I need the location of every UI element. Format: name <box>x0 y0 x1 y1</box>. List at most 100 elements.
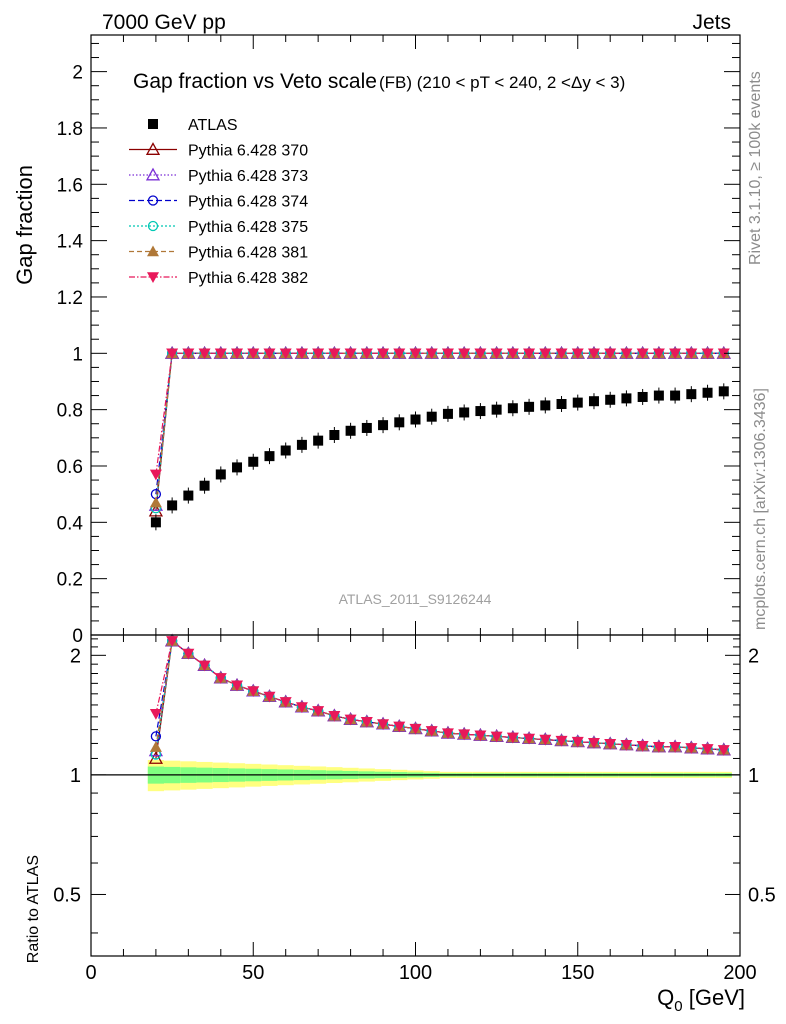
mc-point-main <box>312 348 325 360</box>
data-point <box>459 407 470 418</box>
mc-point-ratio <box>312 706 325 717</box>
data-point <box>410 414 421 425</box>
data-point <box>378 420 389 431</box>
data-point <box>540 400 551 411</box>
mc-point-ratio <box>441 728 454 740</box>
data-point <box>394 417 405 428</box>
legend-label: Pythia 6.428 381 <box>188 245 308 262</box>
y-tick-label: 0.8 <box>57 401 83 422</box>
mc-point-ratio <box>328 711 341 722</box>
mc-line-ratio-1 <box>155 639 724 751</box>
mc-point-ratio <box>295 702 308 714</box>
ratio-tick-label: 0.5 <box>53 884 81 906</box>
ratio-uncertainty-bands <box>91 760 740 792</box>
y-tick-label: 1.2 <box>57 288 83 309</box>
data-point <box>556 399 567 410</box>
mc-point-ratio <box>279 697 292 708</box>
mc-line-main-4 <box>155 352 724 503</box>
mc-point-main <box>506 348 519 360</box>
mc-point-main <box>652 348 665 360</box>
mc-point-ratio <box>701 744 714 755</box>
mc-line-ratio-0 <box>155 639 724 759</box>
ratio-tick-label-right: 0.5 <box>748 884 776 906</box>
data-point <box>621 393 632 404</box>
mc-point-main <box>441 348 454 360</box>
data-point <box>588 396 599 407</box>
mc-point-main <box>149 496 162 508</box>
data-point <box>426 411 437 422</box>
mc-point-ratio <box>360 716 373 728</box>
x-tick-label: 100 <box>399 962 432 984</box>
analysis-watermark: ATLAS_2011_S9126244 <box>339 591 492 607</box>
legend-marker <box>147 272 159 283</box>
mc-point-main <box>247 348 260 360</box>
mc-point-main <box>685 348 698 360</box>
data-point <box>345 425 356 436</box>
x-tick-label: 0 <box>85 962 96 984</box>
mc-point-main <box>490 348 503 360</box>
mc-point-ratio <box>425 726 438 737</box>
mc-point-main <box>620 348 633 360</box>
axes: 0 50 100 150 200 0 0.2 0.4 0.6 0.8 1 1.2 1.4 1.6 1.8 2 0… <box>53 34 776 984</box>
mc-point-main <box>328 348 341 360</box>
mc-point-ratio <box>685 743 698 754</box>
mc-point-ratio <box>198 660 211 672</box>
mc-line-main-2 <box>155 352 724 495</box>
mc-point-main <box>523 348 536 360</box>
legend-label: Pythia 6.428 382 <box>188 270 308 287</box>
data-point <box>491 404 502 415</box>
mc-point-main <box>555 348 568 360</box>
mc-point-ratio <box>149 708 162 720</box>
mc-point-ratio <box>214 673 227 684</box>
mc-point-ratio <box>620 740 633 751</box>
x-axis-label-sub: 0 <box>674 998 682 1015</box>
mc-point-main <box>231 348 244 360</box>
chart-title: Gap fraction vs Veto scale (FB) (210 < pT… <box>133 70 625 93</box>
mc-point-ratio <box>571 736 584 748</box>
legend-label: Pythia 6.428 373 <box>188 168 308 185</box>
mc-point-ratio <box>458 729 471 741</box>
mc-line-main-5 <box>155 352 724 475</box>
mc-series-lines <box>155 352 724 759</box>
mc-point-ratio <box>150 731 162 742</box>
rivet-label: Rivet 3.1.10, ≥ 100k events <box>747 71 764 265</box>
legend-label-data: ATLAS <box>188 117 238 134</box>
mc-point-main <box>669 348 682 360</box>
mc-point-main <box>377 348 390 360</box>
data-point <box>718 386 729 397</box>
ratio-frame <box>90 634 741 957</box>
mc-point-main <box>360 348 373 360</box>
ratio-tick-label: 2 <box>70 645 81 667</box>
mc-point-main <box>263 348 276 360</box>
mc-point-main <box>604 348 617 360</box>
mc-point-ratio <box>377 719 390 731</box>
y-tick-label: 1.4 <box>57 232 84 253</box>
mc-line-ratio-5 <box>155 639 724 751</box>
mc-point-main <box>198 348 211 360</box>
data-point <box>183 490 194 501</box>
data-point <box>637 391 648 402</box>
data-point <box>442 408 453 419</box>
mc-point-main <box>393 348 406 360</box>
y-axis-label: Gap fraction <box>12 165 37 285</box>
data-point <box>653 390 664 401</box>
mc-point-main <box>539 348 552 360</box>
mc-point-main <box>571 348 584 360</box>
data-point <box>248 456 259 467</box>
mc-point-ratio <box>344 714 357 726</box>
x-axis-label-main: Q <box>657 985 674 1010</box>
y-tick-label: 1.6 <box>57 175 83 196</box>
mc-point-ratio <box>490 731 503 743</box>
data-point <box>215 469 226 480</box>
legend-label: Pythia 6.428 375 <box>188 219 308 236</box>
data-point <box>686 389 697 400</box>
mc-point-main <box>344 348 357 360</box>
y-tick-label: 0.6 <box>57 457 83 478</box>
x-tick-label: 50 <box>242 962 264 984</box>
chart-subtitle: (FB) (210 < pT < 240, 2 <Δy < 3) <box>379 73 625 92</box>
mc-point-ratio <box>474 730 487 742</box>
mc-point-ratio <box>409 723 422 735</box>
legend-marker <box>147 245 159 257</box>
y-tick-label: 2 <box>72 63 83 84</box>
